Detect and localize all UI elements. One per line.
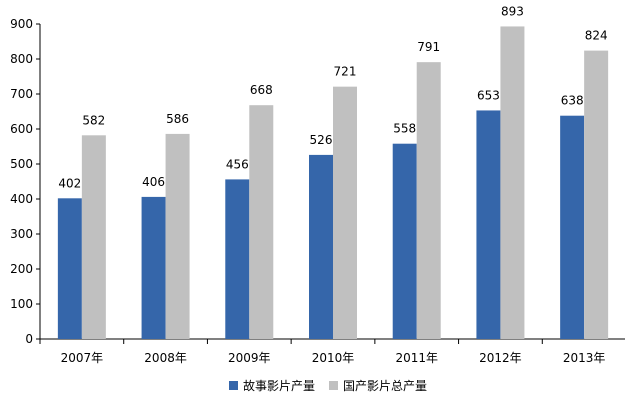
bar <box>416 62 441 340</box>
data-label: 653 <box>477 88 500 102</box>
y-tick-label: 100 <box>10 297 33 311</box>
legend-swatch <box>329 381 338 390</box>
bar <box>309 154 333 339</box>
bar <box>500 26 525 339</box>
y-tick-label: 700 <box>10 87 33 101</box>
y-tick-label: 500 <box>10 157 33 171</box>
y-tick-label: 300 <box>10 227 33 241</box>
data-label: 456 <box>226 157 249 171</box>
data-label: 721 <box>334 65 357 79</box>
data-label: 668 <box>250 83 273 97</box>
data-label: 402 <box>58 176 81 190</box>
data-label: 893 <box>501 4 524 18</box>
bar <box>560 115 585 339</box>
legend: 故事影片产量 国产影片总产量 <box>229 378 427 393</box>
bar <box>249 105 274 339</box>
bars <box>57 26 609 340</box>
y-tick-label: 400 <box>10 192 33 206</box>
y-tick-label: 900 <box>10 17 33 31</box>
data-label: 582 <box>82 113 105 127</box>
x-tick-label: 2009年 <box>228 351 271 365</box>
y-tick-label: 200 <box>10 262 33 276</box>
y-axis: 0 100 200 300 400 500 600 700 800 900 <box>10 17 41 346</box>
data-label: 406 <box>142 175 165 189</box>
legend-label: 国产影片总产量 <box>343 379 427 393</box>
bar <box>57 198 82 339</box>
y-tick-label: 0 <box>25 332 33 346</box>
y-tick-label: 600 <box>10 122 33 136</box>
y-tick-label: 800 <box>10 52 33 66</box>
data-label: 586 <box>166 112 189 126</box>
x-tick-label: 2012年 <box>479 351 522 365</box>
data-labels: 402 582 406 586 456 668 526 721 558 791 653 893 638 8… <box>58 4 607 190</box>
x-tick-label: 2008年 <box>144 351 187 365</box>
data-label: 791 <box>417 40 440 54</box>
bar <box>333 86 357 340</box>
bar <box>476 110 501 339</box>
bar <box>584 50 609 339</box>
data-label: 824 <box>585 29 608 43</box>
legend-label: 故事影片产量 <box>243 378 315 393</box>
bar <box>225 179 250 339</box>
x-axis: 2007年 2008年 2009年 2010年 2011年 2012年 2013年 <box>39 338 625 365</box>
x-tick-label: 2013年 <box>563 351 606 365</box>
bar <box>81 135 106 339</box>
data-label: 526 <box>310 133 333 147</box>
x-tick-label: 2010年 <box>312 351 355 365</box>
x-tick-label: 2011年 <box>395 351 438 365</box>
data-label: 638 <box>561 94 584 108</box>
legend-swatch <box>229 381 238 390</box>
bar <box>141 196 166 339</box>
bar <box>392 143 417 339</box>
data-label: 558 <box>393 122 416 136</box>
bar <box>165 133 190 339</box>
x-tick-label: 2007年 <box>61 351 104 365</box>
